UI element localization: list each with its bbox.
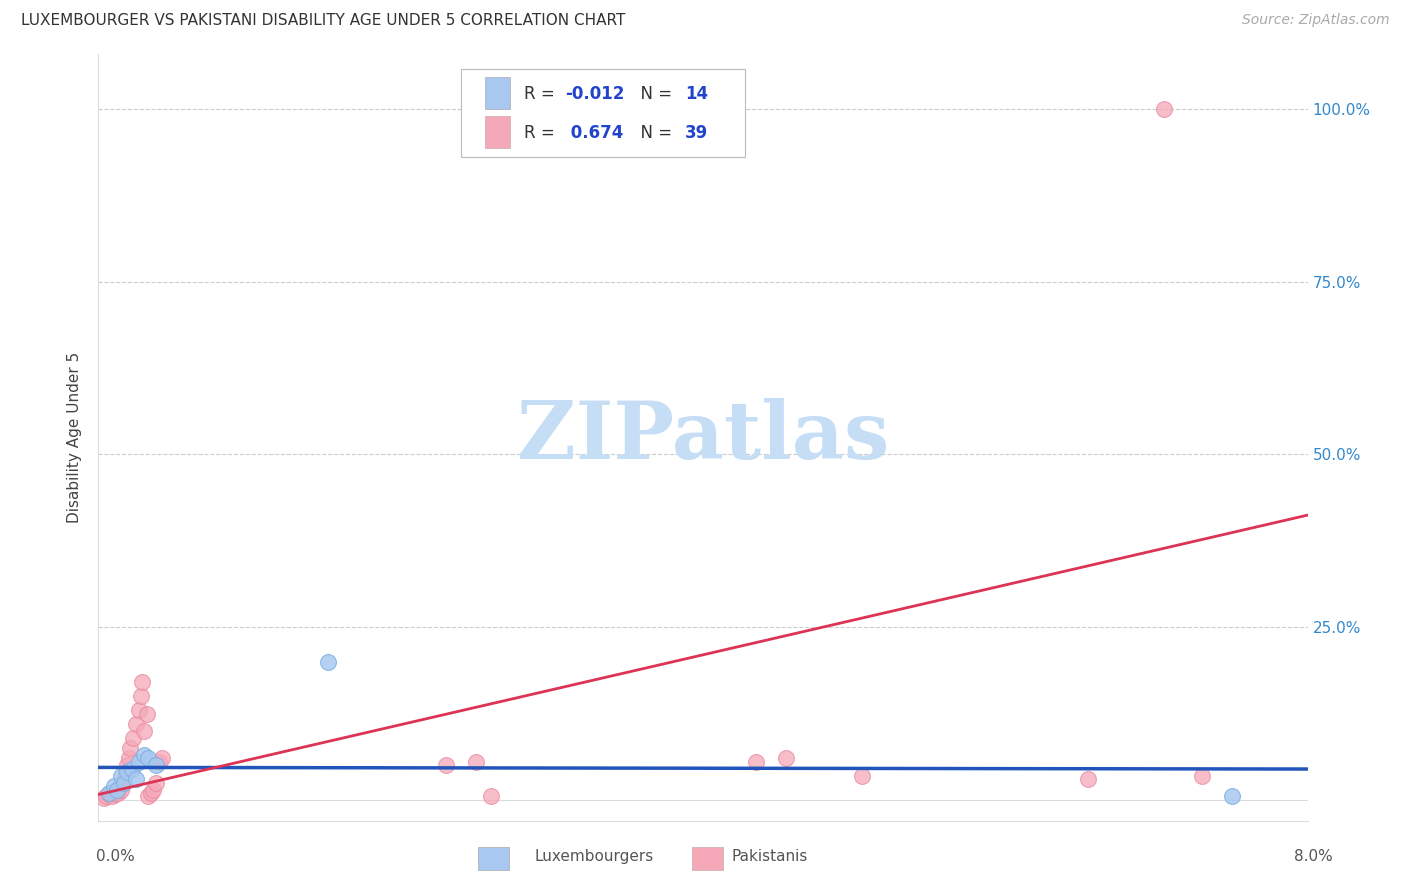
Point	[98, 788, 121, 802]
Point	[316, 655, 339, 669]
Point	[111, 775, 134, 789]
Text: Source: ZipAtlas.com: Source: ZipAtlas.com	[1241, 13, 1389, 28]
Text: 0.674: 0.674	[565, 124, 623, 142]
Point	[145, 758, 167, 772]
Point	[121, 762, 143, 776]
Point	[104, 788, 127, 802]
Point	[1191, 769, 1213, 783]
Text: R =: R =	[524, 124, 560, 142]
FancyBboxPatch shape	[485, 116, 509, 148]
Point	[129, 690, 152, 704]
Point	[132, 723, 155, 738]
Point	[118, 751, 141, 765]
Point	[481, 789, 503, 804]
Point	[128, 755, 150, 769]
Point	[114, 765, 136, 780]
Point	[107, 786, 129, 800]
Text: 8.0%: 8.0%	[1294, 849, 1333, 863]
Point	[110, 782, 132, 797]
Y-axis label: Disability Age Under 5: Disability Age Under 5	[67, 351, 83, 523]
Point	[110, 769, 132, 783]
Point	[112, 775, 135, 789]
Text: Luxembourgers: Luxembourgers	[534, 849, 654, 863]
Point	[131, 675, 153, 690]
Point	[103, 784, 125, 798]
FancyBboxPatch shape	[461, 69, 745, 157]
Point	[93, 790, 115, 805]
Point	[98, 786, 121, 800]
Text: LUXEMBOURGER VS PAKISTANI DISABILITY AGE UNDER 5 CORRELATION CHART: LUXEMBOURGER VS PAKISTANI DISABILITY AGE…	[21, 13, 626, 29]
Point	[141, 786, 163, 800]
Point	[150, 751, 173, 765]
Point	[1077, 772, 1099, 787]
Text: N =: N =	[630, 85, 678, 103]
Text: 14: 14	[685, 85, 709, 103]
Point	[775, 751, 797, 765]
Point	[108, 779, 131, 793]
Point	[136, 789, 159, 804]
Point	[465, 755, 488, 769]
Point	[115, 758, 138, 772]
Point	[105, 782, 128, 797]
Point	[112, 772, 135, 787]
Point	[136, 751, 159, 765]
FancyBboxPatch shape	[485, 77, 509, 109]
Point	[128, 703, 150, 717]
Point	[145, 775, 167, 789]
Point	[115, 765, 138, 780]
Point	[122, 731, 145, 745]
Point	[135, 706, 157, 721]
Point	[745, 755, 768, 769]
Point	[1153, 102, 1175, 116]
Point	[1220, 789, 1243, 804]
Text: N =: N =	[630, 124, 678, 142]
Point	[851, 769, 873, 783]
Text: 39: 39	[685, 124, 709, 142]
Point	[142, 782, 165, 797]
Text: Pakistanis: Pakistanis	[731, 849, 807, 863]
Point	[100, 786, 122, 800]
Point	[132, 747, 155, 762]
Text: 0.0%: 0.0%	[96, 849, 135, 863]
Point	[125, 717, 148, 731]
Point	[148, 755, 170, 769]
Point	[105, 782, 128, 797]
Text: -0.012: -0.012	[565, 85, 624, 103]
Point	[125, 772, 148, 787]
Point	[103, 779, 125, 793]
Text: ZIPatlas: ZIPatlas	[517, 398, 889, 476]
Point	[120, 741, 142, 756]
Point	[94, 789, 117, 804]
Point	[434, 758, 457, 772]
Text: R =: R =	[524, 85, 560, 103]
Point	[101, 789, 124, 804]
